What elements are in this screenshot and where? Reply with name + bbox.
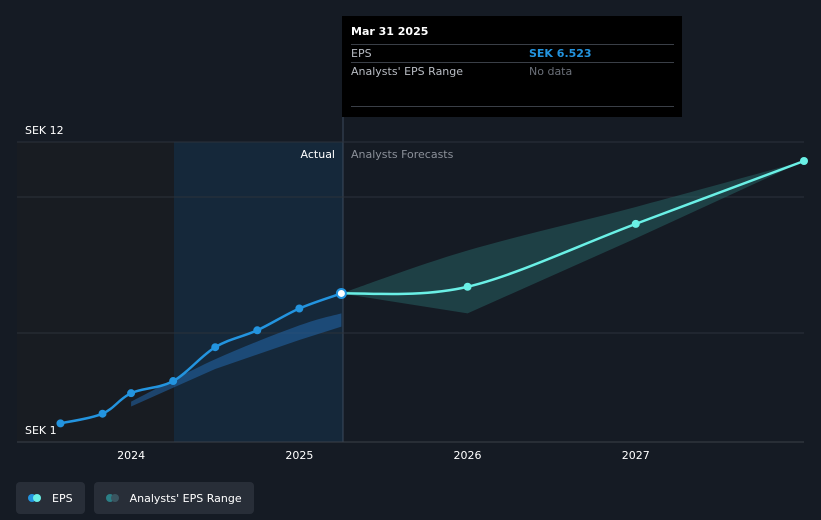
forecast-section-label: Analysts Forecasts: [351, 148, 454, 161]
legend-range-label: Analysts' EPS Range: [129, 491, 242, 505]
tooltip-range-row: Analysts' EPS Range No data: [351, 62, 674, 80]
x-tick-label-2025: 2025: [285, 449, 313, 462]
tooltip-range-value: No data: [529, 65, 573, 78]
range-bands: [131, 161, 804, 407]
eps-points: [56, 157, 808, 428]
legend-eps-label: EPS: [52, 491, 73, 505]
eps-actual-point-5: [253, 326, 262, 335]
legend-eps-swatch-icon: [28, 493, 44, 503]
y-axis-labels: SEK 12 SEK 1: [25, 124, 64, 437]
tooltip-eps-value: SEK 6.523: [529, 47, 592, 60]
x-tick-label-2027: 2027: [622, 449, 650, 462]
eps-forecast-point-3: [800, 157, 808, 165]
legend-item-eps-range[interactable]: Analysts' EPS Range: [93, 482, 254, 514]
legend-eps-dot-actual: [28, 494, 36, 502]
recent-actual-shade: [174, 142, 343, 442]
eps-actual-point-0: [56, 419, 65, 428]
x-tick-label-2026: 2026: [454, 449, 482, 462]
eps-forecast-line: [341, 159, 805, 296]
eps-actual-point-6: [295, 304, 304, 313]
legend-range-dot-b: [110, 494, 119, 502]
eps-actual-point-3: [169, 377, 178, 386]
legend-range-dot-a: [105, 494, 114, 502]
tooltip-divider: [351, 106, 674, 107]
tooltip-range-label: Analysts' EPS Range: [351, 65, 464, 78]
tooltip-eps-row: EPS SEK 6.523: [351, 44, 674, 62]
legend-eps-dot-forecast: [33, 494, 41, 502]
tooltip-eps-label: EPS: [351, 47, 372, 60]
eps-current-point: [335, 287, 347, 299]
eps-forecast-point-2: [631, 219, 640, 228]
chart-legend: EPS Analysts' EPS Range: [16, 482, 254, 514]
x-tick-label-2024: 2024: [117, 449, 145, 462]
tooltip-date: Mar 31 2025: [351, 25, 429, 38]
actual-section-label: Actual: [301, 148, 335, 161]
forecast-eps-range: [341, 161, 804, 314]
hover-tooltip: Mar 31 2025 EPS SEK 6.523 Analysts' EPS …: [342, 16, 682, 117]
eps-forecast-point-1: [463, 282, 472, 291]
legend-range-swatch-icon: [105, 493, 122, 503]
past-shade: [17, 142, 174, 442]
actual-eps-band: [131, 313, 342, 407]
y-tick-label-bottom: SEK 1: [25, 424, 57, 437]
eps-actual-point-4: [211, 343, 220, 352]
y-tick-label-top: SEK 12: [25, 124, 64, 137]
eps-actual-point-2: [127, 389, 136, 398]
x-axis-labels: 2024 2025 2026 2027: [117, 449, 650, 462]
eps-actual-point-1: [98, 409, 107, 418]
grid-lines: [17, 141, 804, 443]
legend-item-eps[interactable]: EPS: [16, 482, 85, 514]
